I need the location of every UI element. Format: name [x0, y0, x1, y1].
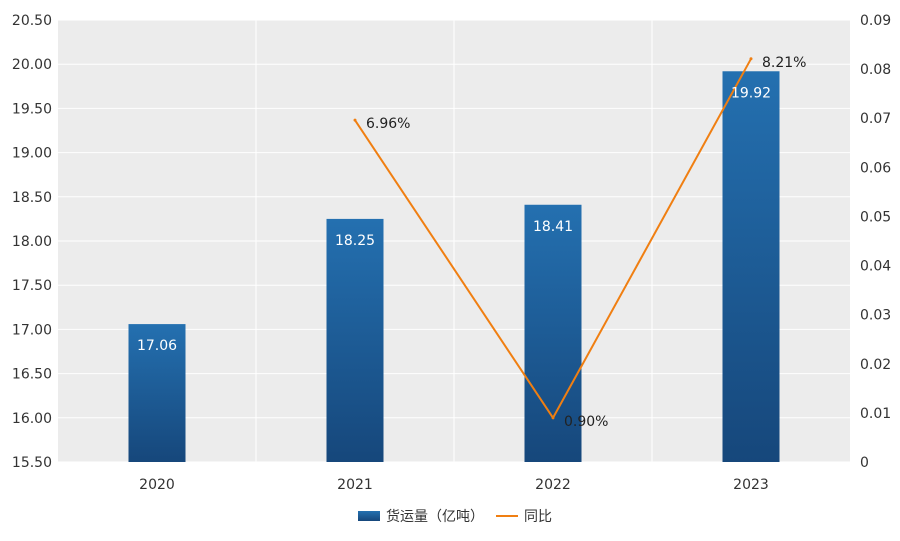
bar [128, 324, 186, 462]
y-right-tick-label: 0.03 [860, 308, 891, 324]
legend-bar-label: 货运量（亿吨） [386, 508, 484, 525]
line-value-label: 6.96% [366, 116, 410, 132]
y-left-tick-label: 16.00 [12, 411, 52, 427]
y-right-tick-label: 0.04 [860, 259, 891, 275]
line-point [749, 57, 753, 61]
x-tick-label: 2020 [139, 477, 175, 493]
bar-value-label: 17.06 [137, 338, 177, 354]
line-point [353, 118, 357, 122]
bar-value-label: 19.92 [731, 85, 771, 101]
y-left-tick-label: 18.00 [12, 234, 52, 250]
legend: 货运量（亿吨） 同比 [358, 508, 552, 525]
y-left-tick-label: 19.50 [12, 101, 52, 117]
x-tick-label: 2022 [535, 477, 571, 493]
y-right-tick-label: 0.08 [860, 62, 891, 78]
legend-bar-swatch [358, 511, 380, 521]
gridlines [58, 19, 850, 463]
line-value-label: 0.90% [564, 414, 608, 430]
y-left-tick-label: 19.00 [12, 146, 52, 162]
y-left-tick-label: 16.50 [12, 367, 52, 383]
y-right-tick-label: 0 [860, 455, 869, 471]
bar-value-label: 18.41 [533, 219, 573, 235]
y-right-tick-label: 0.07 [860, 111, 891, 127]
x-tick-label: 2023 [733, 477, 769, 493]
y-left-tick-label: 20.00 [12, 57, 52, 73]
y-right-tick-label: 0.05 [860, 209, 891, 225]
y-left-tick-label: 15.50 [12, 455, 52, 471]
legend-line-label: 同比 [524, 509, 552, 525]
bar [326, 218, 384, 462]
y-left-tick-label: 20.50 [12, 13, 52, 29]
y-right-tick-label: 0.06 [860, 160, 891, 176]
y-right-tick-label: 0.09 [860, 13, 891, 29]
x-tick-label: 2021 [337, 477, 373, 493]
line-value-label: 8.21% [762, 55, 806, 71]
left-y-axis: 15.50 16.00 16.50 17.00 17.50 18.00 18.50 19.00… [12, 13, 52, 471]
y-right-tick-label: 0.01 [860, 406, 891, 422]
line-point [551, 416, 555, 420]
y-left-tick-label: 17.50 [12, 278, 52, 294]
data-labels: 17.06 18.25 18.41 19.92 6.96% 0.90% 8.21% [137, 55, 807, 430]
y-left-tick-label: 18.50 [12, 190, 52, 206]
right-y-axis: 0 0.01 0.02 0.03 0.04 0.05 0.06 0.07 0.08 0.09 [860, 13, 891, 471]
line-series [353, 57, 753, 420]
bar-series [128, 71, 780, 463]
bar-value-label: 18.25 [335, 233, 375, 249]
y-left-tick-label: 17.00 [12, 322, 52, 338]
bar [722, 71, 780, 462]
x-axis: 2020 2021 2022 2023 [139, 477, 769, 493]
y-right-tick-label: 0.02 [860, 357, 891, 373]
